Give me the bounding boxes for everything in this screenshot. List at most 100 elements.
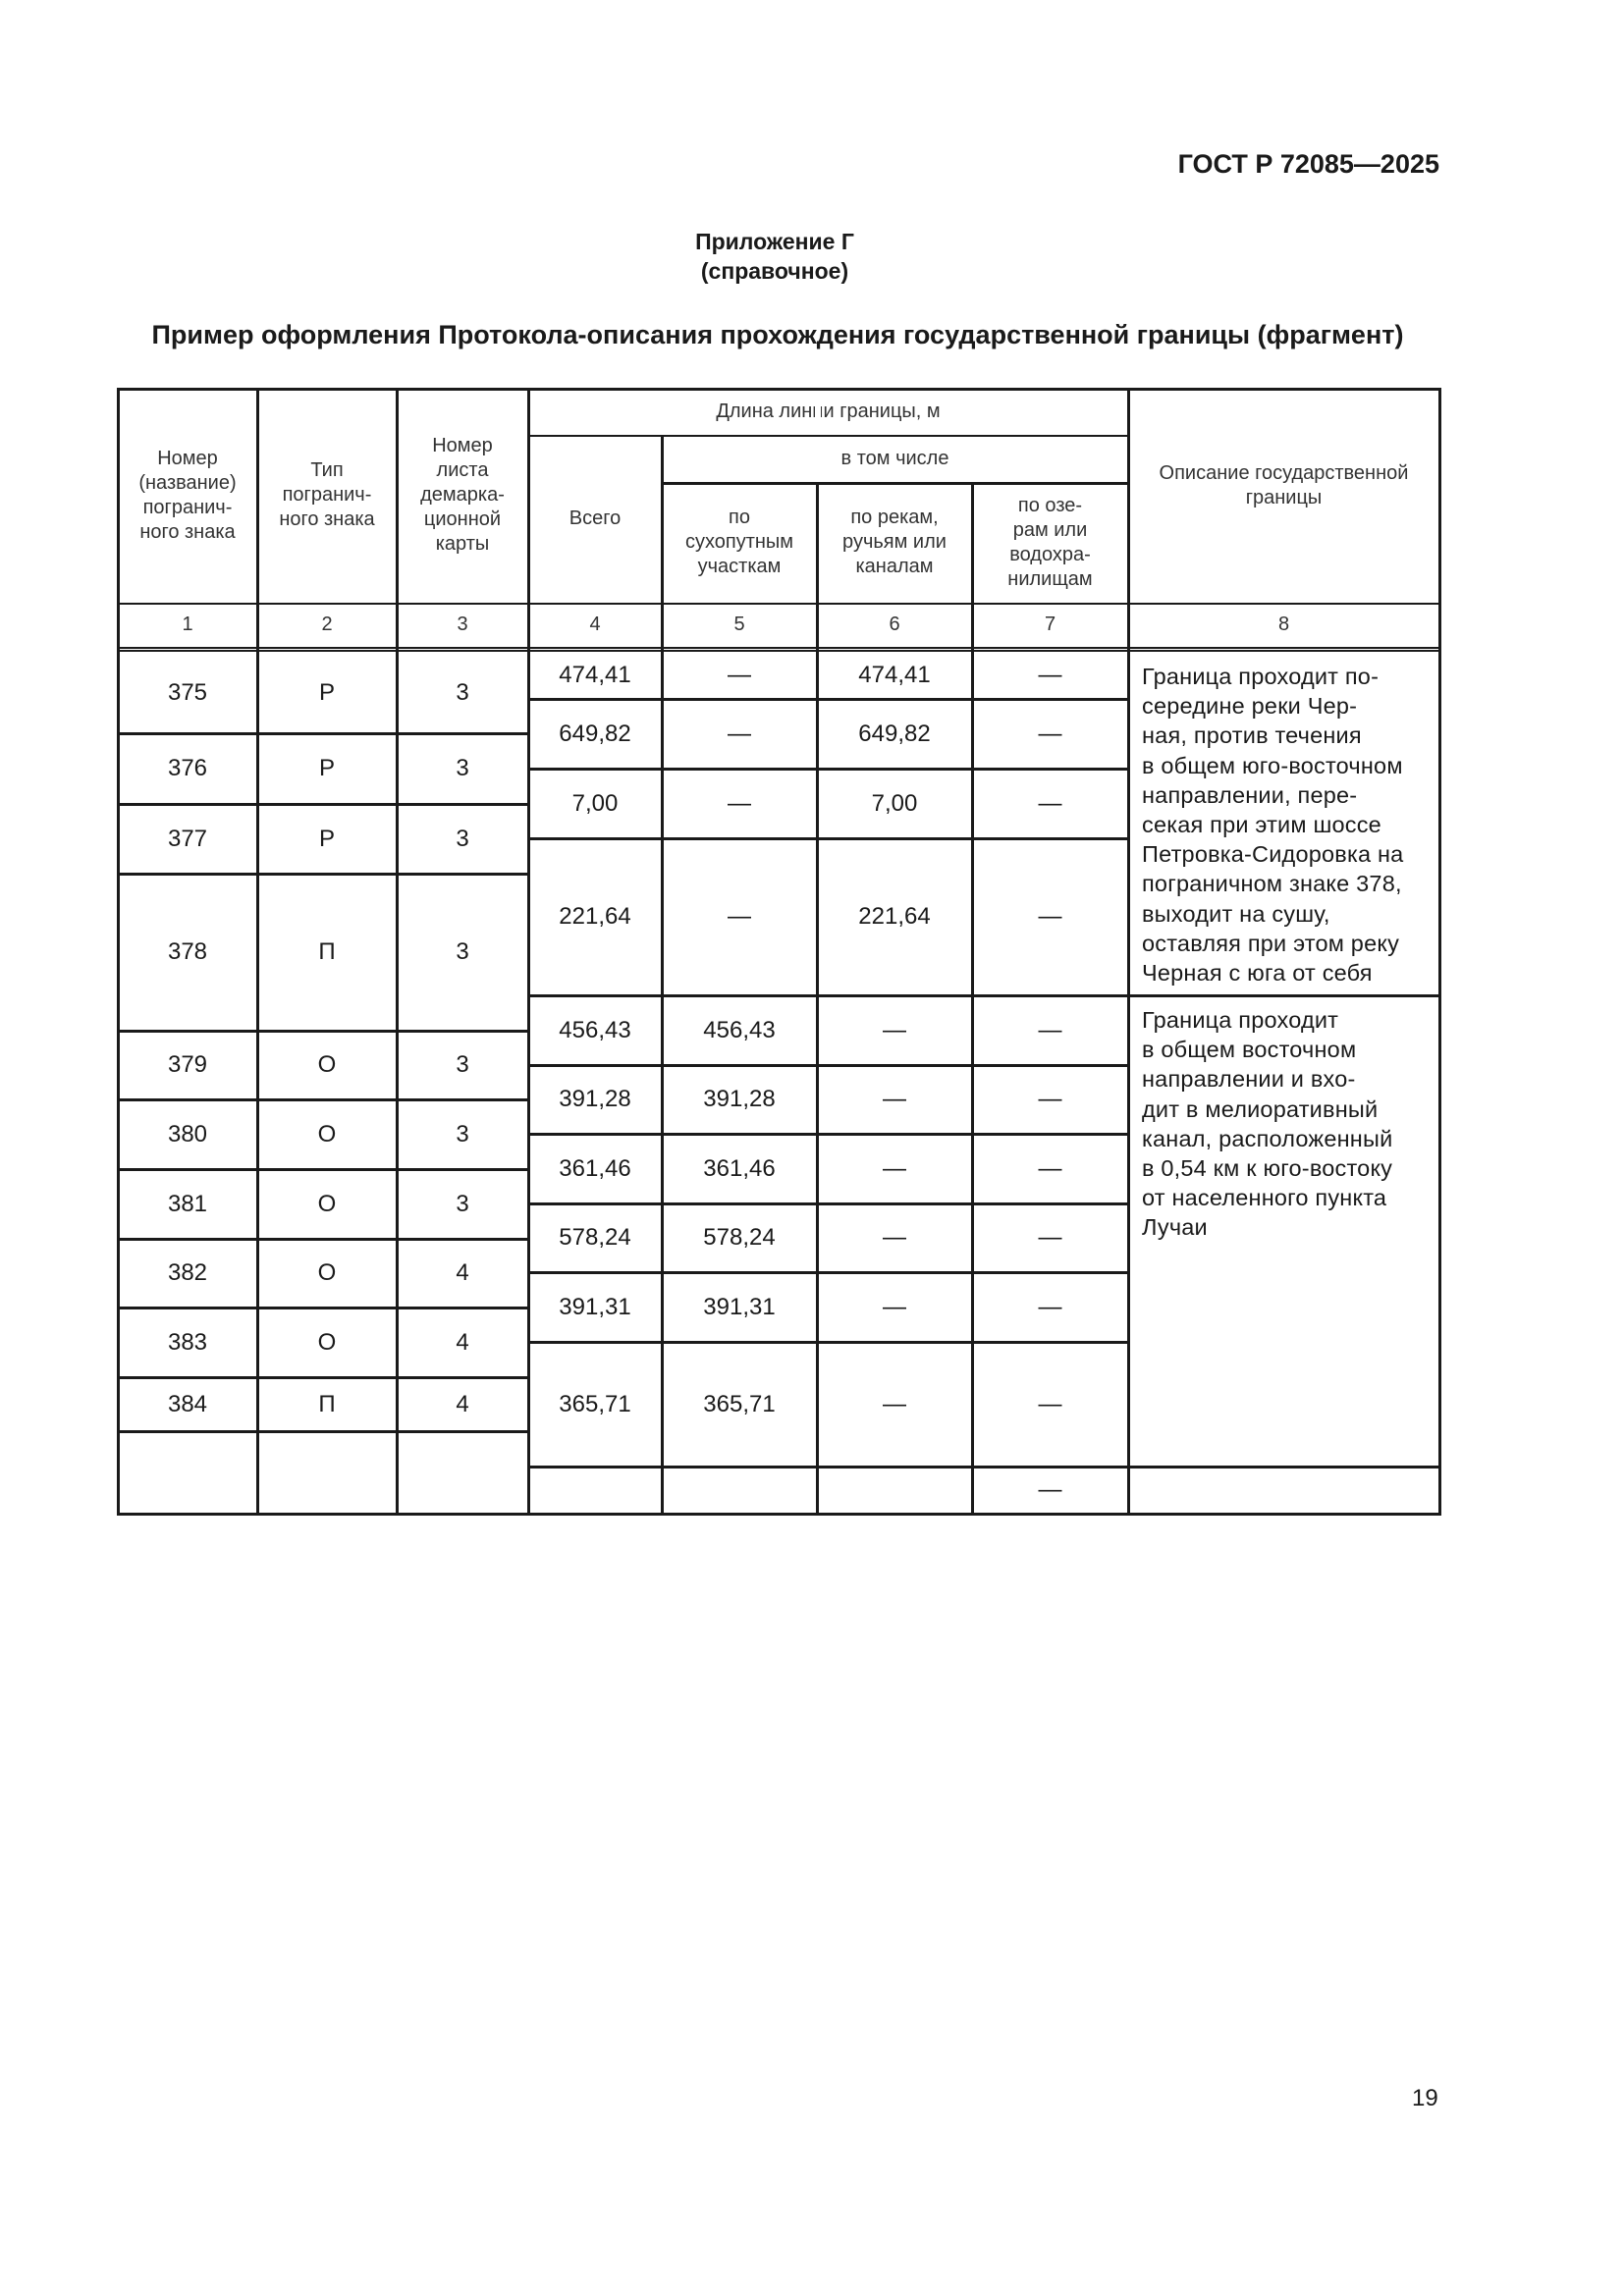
length-river-cell: — xyxy=(817,995,972,1065)
sign-num-cell: 377 xyxy=(118,804,257,874)
column-rule xyxy=(661,388,664,1516)
cell-text: 221,64 xyxy=(559,903,631,930)
table-rule xyxy=(662,482,1128,485)
cell-text: 380 xyxy=(167,1120,208,1148)
cell-text: — xyxy=(1038,1154,1062,1182)
cell-line: границы xyxy=(1245,486,1323,508)
sign-sheet-cell: 3 xyxy=(397,804,528,874)
length-land-cell: 391,31 xyxy=(662,1272,817,1342)
cell-text: — xyxy=(883,1154,906,1182)
cell-text: О xyxy=(317,1328,337,1356)
length-river-cell: — xyxy=(817,1134,972,1203)
cell-text: 3 xyxy=(456,1120,469,1148)
column-rule xyxy=(971,388,974,1516)
length-lake-cell: — xyxy=(972,652,1128,699)
cell-text: 3 xyxy=(456,755,469,781)
cell-text: Р xyxy=(318,755,335,781)
cell-line: ная, против течения xyxy=(1142,722,1362,749)
table-rule xyxy=(118,603,1439,605)
cell-text: 456,43 xyxy=(703,1016,776,1043)
cell-text: — xyxy=(1038,1086,1062,1112)
table-rule xyxy=(118,1030,528,1033)
cell-text: 378 xyxy=(167,938,208,965)
cell-line: нилищам xyxy=(1007,567,1093,590)
cell-text: 578,24 xyxy=(703,1224,776,1251)
length-river-cell: — xyxy=(817,1342,972,1467)
cell-line: в 0,54 км к юго-востоку xyxy=(1142,1155,1393,1182)
cell-line: Лучаи xyxy=(1142,1214,1208,1241)
length-land-cell: 578,24 xyxy=(662,1203,817,1272)
cell-text: 1 xyxy=(182,614,193,635)
header-lake: по озе-рам или водохра-нилищам xyxy=(972,482,1128,603)
table-rule xyxy=(118,1307,528,1309)
cell-text: 3 xyxy=(456,1190,469,1217)
length-land-cell xyxy=(662,1467,817,1514)
cell-line: от населенного пункта xyxy=(1142,1185,1387,1211)
sign-sheet-cell: 4 xyxy=(397,1239,528,1308)
sign-sheet-cell: 3 xyxy=(397,1099,528,1169)
cell-text: — xyxy=(728,662,751,688)
sign-num-cell: 383 xyxy=(118,1308,257,1377)
table-rule xyxy=(528,1271,1128,1274)
cell-text: 391,28 xyxy=(703,1086,776,1112)
cell-text: — xyxy=(728,789,751,817)
cell-line: рам или xyxy=(1012,518,1088,541)
length-lake-cell: — xyxy=(972,1065,1128,1134)
table-rule xyxy=(118,650,1439,652)
cell-text: П xyxy=(318,938,336,965)
length-total-cell: 221,64 xyxy=(528,838,662,995)
cell-text: 376 xyxy=(167,755,208,781)
table-rule xyxy=(118,1168,528,1171)
column-rule xyxy=(256,388,259,1516)
column-rule xyxy=(1438,388,1441,1516)
cell-text: 391,28 xyxy=(559,1086,631,1112)
sign-num-cell: 380 xyxy=(118,1099,257,1169)
cell-line: листа xyxy=(436,459,489,481)
sign-type-cell: О xyxy=(257,1031,397,1099)
cell-line: Граница проходит xyxy=(1142,1007,1339,1033)
table-rule xyxy=(118,873,528,876)
cell-text: О xyxy=(317,1051,337,1078)
cell-text: 4 xyxy=(589,614,601,635)
cell-line: в общем восточном xyxy=(1142,1037,1357,1063)
cell-line: карты xyxy=(435,533,490,555)
table-border xyxy=(118,1513,1439,1516)
sign-num-cell: 378 xyxy=(118,874,257,1031)
length-land-cell: — xyxy=(662,652,817,699)
cell-line: погранич- xyxy=(142,496,233,518)
table-rule xyxy=(118,647,1439,649)
sign-num-cell: 384 xyxy=(118,1377,257,1431)
length-lake-cell: — xyxy=(972,1467,1128,1514)
cell-text: Р xyxy=(318,825,335,852)
cell-line: канал, расположенный xyxy=(1142,1125,1393,1151)
cell-text: О xyxy=(317,1259,337,1286)
sign-type-cell: Р xyxy=(257,733,397,804)
column-number: 5 xyxy=(662,603,817,647)
page-title: Пример оформления Протокола-описания про… xyxy=(151,320,1404,349)
sign-sheet-cell: 3 xyxy=(397,1031,528,1099)
column-number: 6 xyxy=(817,603,972,647)
cell-text: — xyxy=(1038,1390,1062,1417)
cell-text: 474,41 xyxy=(559,662,631,688)
cell-text: 365,71 xyxy=(703,1390,776,1417)
cell-text: О xyxy=(317,1190,337,1217)
cell-line: Тип xyxy=(310,459,344,481)
sign-num-cell: 375 xyxy=(118,652,257,733)
sign-sheet-cell: 3 xyxy=(397,652,528,733)
cell-text: 4 xyxy=(456,1328,469,1356)
length-total-cell: 361,46 xyxy=(528,1134,662,1203)
cell-text: 649,82 xyxy=(559,720,631,747)
length-total-cell xyxy=(528,1467,662,1514)
cell-text: в том числе xyxy=(840,447,949,469)
cell-line: направлении и вхо- xyxy=(1142,1066,1356,1093)
cell-text: 5 xyxy=(733,614,745,635)
header-sign-type: Тип погранич-ного знака xyxy=(257,388,397,603)
table-rule xyxy=(528,1133,1128,1136)
cell-text: 383 xyxy=(167,1328,208,1356)
header-description: Описание государственной границы xyxy=(1128,388,1439,583)
cell-line: ного знака xyxy=(279,508,375,530)
cell-text: Р xyxy=(318,678,335,706)
table-rule xyxy=(118,1238,528,1241)
sign-num-cell: 381 xyxy=(118,1169,257,1239)
table-rule xyxy=(1128,994,1439,997)
